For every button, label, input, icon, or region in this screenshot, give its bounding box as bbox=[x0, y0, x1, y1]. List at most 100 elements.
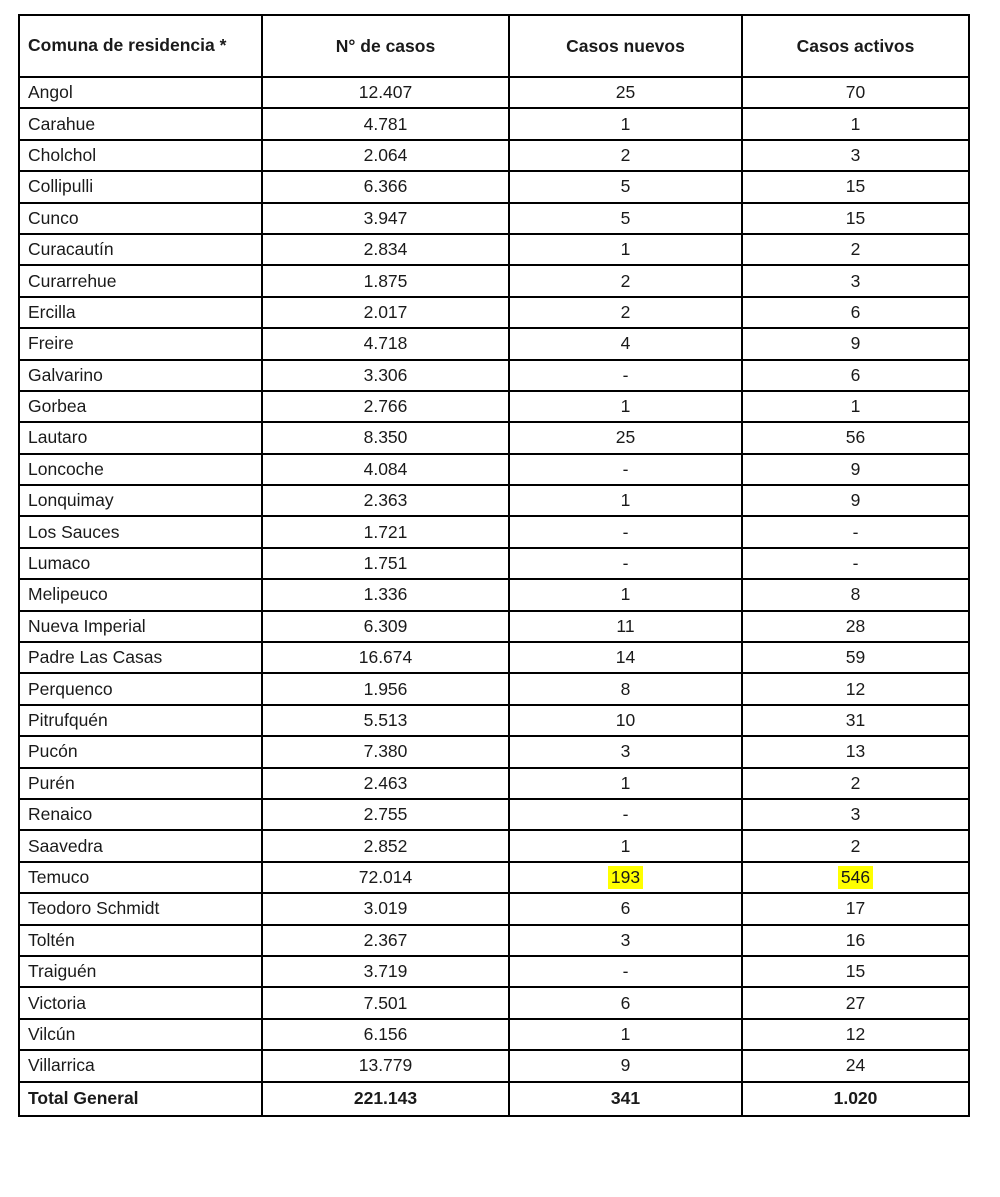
cell-comuna: Pitrufquén bbox=[18, 703, 263, 738]
cell-comuna: Lumaco bbox=[18, 546, 263, 581]
table-row: Saavedra 2.852 1 2 bbox=[18, 829, 970, 863]
cell-nuevos: 2 bbox=[508, 264, 743, 298]
cell-casos: 2.852 bbox=[261, 829, 510, 863]
cell-comuna: Victoria bbox=[18, 986, 263, 1020]
cell-comuna: Teodoro Schmidt bbox=[18, 892, 263, 926]
cell-activos: 3 bbox=[741, 264, 970, 298]
cell-casos: 2.064 bbox=[261, 138, 510, 173]
cell-comuna: Carahue bbox=[18, 107, 263, 141]
cell-nuevos: - bbox=[508, 954, 743, 989]
cell-casos: 1.751 bbox=[261, 546, 510, 581]
cell-comuna: Loncoche bbox=[18, 452, 263, 487]
cell-nuevos: 1 bbox=[508, 232, 743, 267]
cell-casos: 2.766 bbox=[261, 389, 510, 424]
table-row: Nueva Imperial 6.309 11 28 bbox=[18, 609, 970, 644]
table-row: Vilcún 6.156 1 12 bbox=[18, 1017, 970, 1052]
cell-casos: 5.513 bbox=[261, 703, 510, 738]
cell-activos: - bbox=[741, 515, 970, 549]
cell-comuna: Galvarino bbox=[18, 358, 263, 392]
cell-nuevos: 1 bbox=[508, 389, 743, 424]
cell-comuna: Purén bbox=[18, 766, 263, 800]
table-row: Galvarino 3.306-6 bbox=[18, 358, 970, 392]
cell-activos: 28 bbox=[741, 609, 970, 644]
cell-comuna: Renaico bbox=[18, 797, 263, 832]
cell-casos: 6.156 bbox=[261, 1017, 510, 1052]
table-row: Purén 2.463 1 2 bbox=[18, 766, 970, 800]
table-row: Melipeuco 1.336 1 8 bbox=[18, 578, 970, 612]
cell-casos: 2.834 bbox=[261, 232, 510, 267]
cell-nuevos: 3 bbox=[508, 735, 743, 769]
cell-nuevos: 2 bbox=[508, 295, 743, 330]
table-row: Lonquimay 2.363 1 9 bbox=[18, 484, 970, 518]
table-row: Padre Las Casas 16.674 14 59 bbox=[18, 641, 970, 675]
cell-comuna: Gorbea bbox=[18, 389, 263, 424]
cases-by-comuna-table: Comuna de residencia * N° de casos Casos… bbox=[18, 14, 970, 1117]
cell-casos: 3.306 bbox=[261, 358, 510, 392]
cell-activos: 3 bbox=[741, 138, 970, 173]
table-row: Curacautín 2.834 1 2 bbox=[18, 232, 970, 267]
cell-casos: 4.718 bbox=[261, 327, 510, 361]
cell-casos: 16.674 bbox=[261, 641, 510, 675]
cell-nuevos: 2 bbox=[508, 138, 743, 173]
cell-activos: - bbox=[741, 546, 970, 581]
cell-comuna: Nueva Imperial bbox=[18, 609, 263, 644]
cell-comuna: Freire bbox=[18, 327, 263, 361]
table-row: Freire 4.718 4 9 bbox=[18, 327, 970, 361]
table-row: Traiguén 3.719-15 bbox=[18, 954, 970, 989]
table-row: Lautaro 8.350 25 56 bbox=[18, 421, 970, 455]
cell-nuevos: 6 bbox=[508, 892, 743, 926]
cell-casos: 4.084 bbox=[261, 452, 510, 487]
header-row: Comuna de residencia * N° de casos Casos… bbox=[18, 14, 970, 78]
cell-casos: 4.781 bbox=[261, 107, 510, 141]
table-row: Pitrufquén 5.513 10 31 bbox=[18, 703, 970, 738]
cell-activos: 16 bbox=[741, 923, 970, 957]
cell-casos: 13.779 bbox=[261, 1049, 510, 1083]
table-row: Victoria 7.501 6 27 bbox=[18, 986, 970, 1020]
cell-casos: 6.309 bbox=[261, 609, 510, 644]
cell-activos: 3 bbox=[741, 797, 970, 832]
cell-activos: 15 bbox=[741, 954, 970, 989]
total-row: Total General 221.143 341 1.020 bbox=[18, 1080, 970, 1117]
cell-nuevos: 1 bbox=[508, 829, 743, 863]
table-row: Curarrehue 1.875 2 3 bbox=[18, 264, 970, 298]
cell-activos: 12 bbox=[741, 672, 970, 706]
cell-nuevos: 4 bbox=[508, 327, 743, 361]
table-header: Comuna de residencia * N° de casos Casos… bbox=[18, 14, 970, 78]
table-row: Toltén 2.367 3 16 bbox=[18, 923, 970, 957]
cell-casos: 1.875 bbox=[261, 264, 510, 298]
cell-activos: 31 bbox=[741, 703, 970, 738]
cell-casos: 2.463 bbox=[261, 766, 510, 800]
cell-comuna: Vilcún bbox=[18, 1017, 263, 1052]
cell-comuna: Perquenco bbox=[18, 672, 263, 706]
cell-casos: 1.721 bbox=[261, 515, 510, 549]
cell-activos: 24 bbox=[741, 1049, 970, 1083]
cell-casos: 3.947 bbox=[261, 201, 510, 235]
cell-nuevos: 1 bbox=[508, 484, 743, 518]
highlighted-value: 546 bbox=[837, 865, 874, 889]
table-row: Ercilla 2.017 2 6 bbox=[18, 295, 970, 330]
header-n-de-casos: N° de casos bbox=[261, 14, 510, 78]
cell-activos: 15 bbox=[741, 170, 970, 204]
cell-nuevos: 8 bbox=[508, 672, 743, 706]
cell-comuna: Saavedra bbox=[18, 829, 263, 863]
cell-casos: 1.956 bbox=[261, 672, 510, 706]
cell-casos: 7.380 bbox=[261, 735, 510, 769]
cell-activos: 6 bbox=[741, 358, 970, 392]
cell-comuna: Ercilla bbox=[18, 295, 263, 330]
cell-nuevos: 1 bbox=[508, 578, 743, 612]
table-row: Cunco 3.947 5 15 bbox=[18, 201, 970, 235]
cell-comuna: Angol bbox=[18, 75, 263, 110]
table-row: Collipulli 6.366 5 15 bbox=[18, 170, 970, 204]
cell-nuevos: - bbox=[508, 797, 743, 832]
table-row: Lumaco 1.751- - bbox=[18, 546, 970, 581]
cell-nuevos: 1 bbox=[508, 1017, 743, 1052]
cell-comuna: Toltén bbox=[18, 923, 263, 957]
cell-comuna: Temuco bbox=[18, 860, 263, 895]
cell-comuna: Curarrehue bbox=[18, 264, 263, 298]
table-row: Pucón 7.380 3 13 bbox=[18, 735, 970, 769]
cell-nuevos: 1 bbox=[508, 107, 743, 141]
cell-nuevos: - bbox=[508, 546, 743, 581]
table-row: Villarrica 13.779 9 24 bbox=[18, 1049, 970, 1083]
cell-nuevos: - bbox=[508, 358, 743, 392]
